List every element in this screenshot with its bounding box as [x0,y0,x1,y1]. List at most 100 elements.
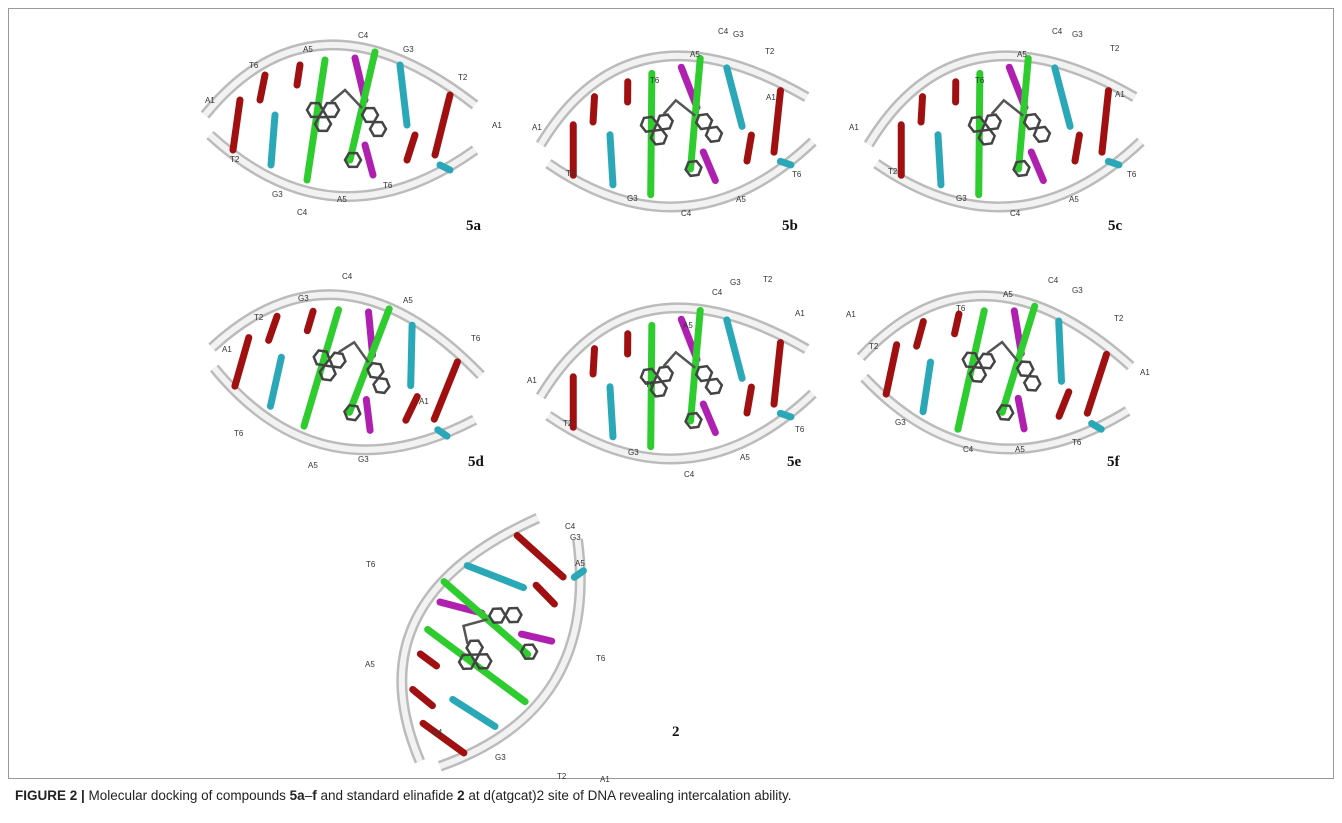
base-pair [307,311,313,331]
nucleotide-label: G3 [730,278,741,287]
base-pair [1055,321,1066,381]
dna-model [859,38,1147,226]
base-pair [270,357,281,407]
nucleotide-label: T6 [249,61,259,70]
nucleotide-label: G3 [628,448,639,457]
ligand-ring [504,605,524,626]
base-pair [727,67,742,127]
nucleotide-label: T6 [1072,438,1082,447]
panel-label: 5e [787,454,802,470]
panel-label: 5b [782,218,798,234]
nucleotide-label: T2 [888,167,898,176]
base-pair [606,387,617,437]
nucleotide-label: G3 [495,753,506,762]
nucleotide-label: T2 [1110,44,1120,53]
nucleotide-label: T2 [563,419,573,428]
nucleotide-label: G3 [358,455,369,464]
backbone-ribbon [861,287,1135,376]
nucleotide-label: A5 [337,195,347,204]
base-pair [510,536,570,577]
ligand-ring [656,114,674,130]
nucleotide-label: G3 [956,194,967,203]
nucleotide-label: G3 [1072,286,1083,295]
nucleotide-label: T6 [1127,170,1137,179]
nucleotide-label: C4 [681,209,692,218]
nucleotide-label: A5 [683,321,693,330]
nucleotide-label: A5 [365,660,375,669]
base-pair [532,585,558,604]
base-pair [953,82,959,102]
base-pair [365,145,373,175]
base-pair [406,395,417,421]
nucleotide-label: A5 [1017,50,1027,59]
nucleotide-label: C4 [358,31,369,40]
base-pair [271,115,275,165]
base-pair [923,362,930,412]
dna-model [855,287,1135,457]
nucleotide-label: C4 [1048,276,1059,285]
base-pair [407,135,415,160]
base-pair [955,314,959,334]
ligand-ring [1033,126,1051,142]
base-pair [743,135,754,161]
panel-label: 5f [1107,454,1121,470]
base-pair [420,723,467,753]
base-pair [780,412,791,418]
base-pair [233,100,240,150]
dna-model [201,278,489,466]
base-pair [934,135,945,185]
nucleotide-label: A5 [736,195,746,204]
nucleotide-label: T2 [557,772,567,781]
base-pair [269,316,277,341]
nucleotide-label: A1 [492,121,502,130]
page: C4A5G3T6T2A1A1T2G3C4A5T65aC4G3A5T2T6A1A1… [0,0,1342,823]
nucleotide-label: T6 [975,76,985,85]
base-pair [434,360,457,422]
nucleotide-label: C4 [565,522,576,531]
nucleotide-label: C4 [718,27,729,36]
ligand-linker [662,98,695,120]
base-pair [260,75,265,100]
nucleotide-label: G3 [403,45,414,54]
panel-label: 5c [1108,218,1123,234]
nucleotide-label: A5 [1003,290,1013,299]
base-pair [917,321,924,346]
figure: C4A5G3T6T2A1A1T2G3C4A5T65aC4G3A5T2T6A1A1… [0,0,1342,823]
base-pair [566,125,580,175]
nucleotide-label: A5 [308,461,318,470]
nucleotide-label: C4 [712,288,723,297]
base-pair [727,319,742,379]
base-pair [625,334,631,354]
base-pair [766,343,789,405]
ligand-ring [1017,361,1034,376]
nucleotide-label: G3 [895,418,906,427]
nucleotide-label: C4 [297,208,308,217]
nucleotide-label: T6 [471,334,481,343]
base-pair [362,400,374,431]
compound-label: 2 [457,788,465,803]
nucleotide-label: T6 [234,429,244,438]
nucleotide-label: C4 [963,445,974,454]
nucleotide-label: C4 [1010,209,1021,218]
ligand-ring [373,378,391,394]
nucleotide-label: T2 [230,155,240,164]
ligand-ring [362,108,378,122]
base-pair [400,65,407,125]
base-pair [703,151,715,182]
ligand-ring [705,378,723,394]
ligand-ring [705,126,723,142]
base-pair [1059,391,1069,416]
nucleotide-label: T2 [763,275,773,284]
nucleotide-label: A1 [1115,90,1125,99]
nucleotide-label: G3 [570,533,581,542]
panel-label: 5d [468,454,485,470]
ligand-linker [662,350,695,372]
nucleotide-label: T2 [458,73,468,82]
caption-text: at d(atgcat)2 site of DNA revealing inte… [465,788,792,803]
base-pair [625,82,631,102]
ligand-ring [1024,376,1041,391]
base-pair [1108,160,1119,166]
nucleotide-label: T2 [254,313,264,322]
nucleotide-label: C4 [1052,27,1063,36]
backbone-ribbon [548,379,819,477]
